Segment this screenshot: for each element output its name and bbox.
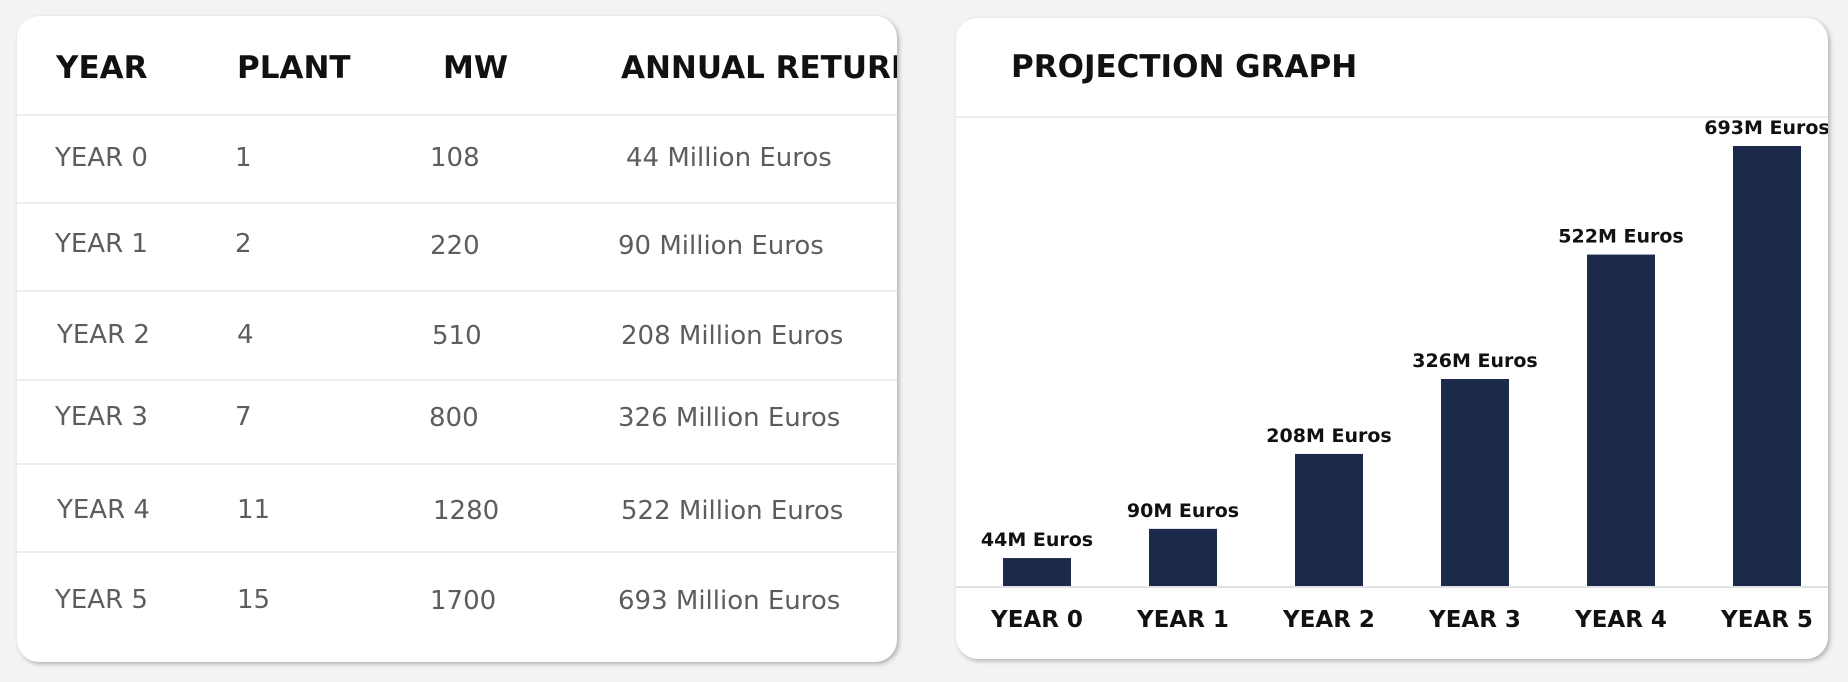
cell-mw: 220	[430, 231, 480, 261]
cell-annual-return: 44 Million Euros	[626, 143, 832, 173]
table-row: YEAR 0 1 108 44 Million Euros	[17, 116, 897, 204]
cell-year: YEAR 4	[57, 495, 150, 525]
header-annual-return: ANNUAL RETURN	[621, 50, 897, 86]
cell-annual-return: 90 Million Euros	[618, 231, 824, 261]
x-tick-label: YEAR 1	[1136, 607, 1229, 633]
cell-mw: 1700	[430, 586, 497, 616]
cell-mw: 800	[429, 403, 479, 433]
chart-header-divider	[956, 116, 1828, 118]
x-tick-label: YEAR 4	[1574, 607, 1667, 633]
bar-data-label: 208M Euros	[1266, 425, 1391, 447]
cell-mw: 108	[430, 143, 480, 173]
table-row: YEAR 2 4 510 208 Million Euros	[17, 292, 897, 381]
cell-plant: 4	[237, 320, 254, 350]
chart-title: PROJECTION GRAPH	[1011, 49, 1358, 85]
table-row: YEAR 5 15 1700 693 Million Euros	[17, 553, 897, 662]
cell-year: YEAR 5	[55, 585, 148, 615]
cell-annual-return: 693 Million Euros	[618, 586, 841, 616]
header-plant: PLANT	[237, 50, 351, 86]
bar-year-1	[1149, 528, 1217, 586]
bar-data-label: 693M Euros	[1704, 117, 1828, 139]
bar-year-0	[1003, 558, 1071, 586]
projection-graph-card: PROJECTION GRAPH 44M Euros YEAR 0 90M Euro…	[956, 18, 1828, 659]
cell-plant: 11	[237, 495, 271, 525]
cell-annual-return: 208 Million Euros	[621, 321, 844, 351]
table-header-row: YEAR PLANT MW ANNUAL RETURN	[17, 16, 897, 116]
cell-annual-return: 326 Million Euros	[618, 403, 841, 433]
x-tick-label: YEAR 3	[1428, 607, 1521, 633]
bar-data-label: 326M Euros	[1412, 350, 1537, 372]
cell-annual-return: 522 Million Euros	[621, 496, 844, 526]
bar-data-label: 90M Euros	[1127, 500, 1239, 522]
x-tick-label: YEAR 5	[1720, 607, 1813, 633]
cell-plant: 7	[235, 402, 252, 432]
table-row: YEAR 4 11 1280 522 Million Euros	[17, 465, 897, 553]
bar-year-5	[1733, 146, 1801, 586]
cell-year: YEAR 2	[57, 320, 150, 350]
cell-year: YEAR 1	[55, 229, 148, 259]
x-tick-label: YEAR 2	[1282, 607, 1375, 633]
bar-data-label: 522M Euros	[1558, 226, 1683, 248]
bar-chart: 44M Euros YEAR 0 90M Euros YEAR 1 208M Euros…	[956, 117, 1828, 633]
table-row: YEAR 1 2 220 90 Million Euros	[17, 204, 897, 292]
bar-data-label: 44M Euros	[981, 529, 1093, 551]
cell-mw: 510	[432, 321, 482, 351]
header-mw: MW	[443, 50, 509, 86]
bar-year-4	[1587, 254, 1655, 587]
cell-plant: 15	[237, 585, 271, 615]
cell-year: YEAR 3	[55, 402, 148, 432]
projection-table-card: YEAR PLANT MW ANNUAL RETURN YEAR 0 1 108…	[17, 16, 897, 662]
cell-mw: 1280	[433, 496, 500, 526]
bar-year-2	[1295, 453, 1363, 586]
bar-year-3	[1441, 379, 1509, 586]
cell-plant: 2	[235, 229, 252, 259]
x-tick-label: YEAR 0	[990, 607, 1083, 633]
header-year: YEAR	[56, 50, 148, 86]
cell-year: YEAR 0	[55, 143, 148, 173]
table-row: YEAR 3 7 800 326 Million Euros	[17, 381, 897, 465]
cell-plant: 1	[235, 143, 252, 173]
